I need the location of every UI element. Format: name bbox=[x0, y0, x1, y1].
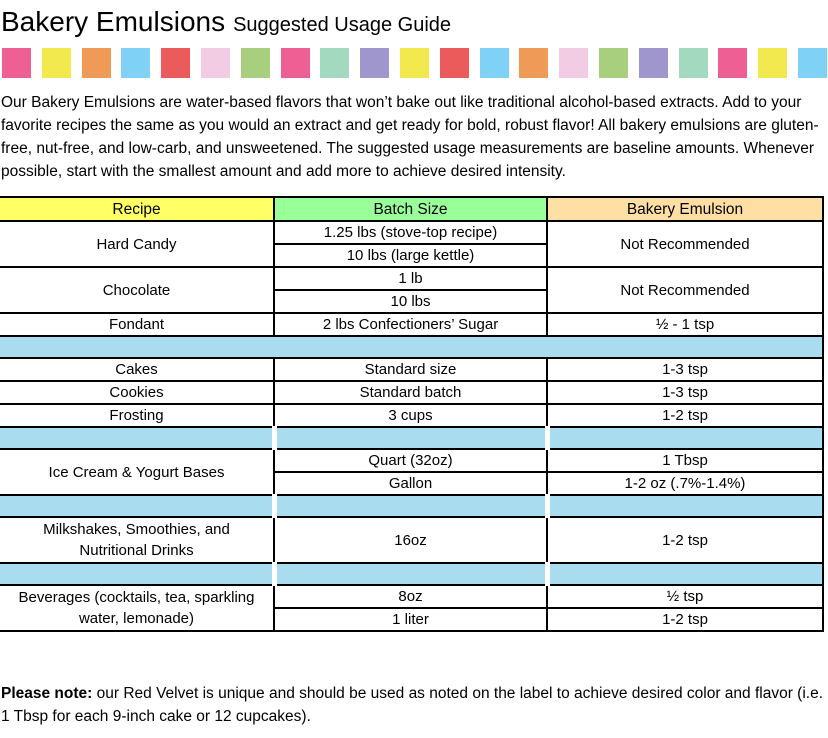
fondant-emulsion-cell: ½ - 1 tsp bbox=[546, 312, 824, 337]
table-row: Chocolate 1 lb Not Recommended bbox=[0, 266, 824, 314]
header-recipe: Recipe bbox=[0, 196, 275, 222]
ice-cream-emulsion2-cell: 1-2 oz (.7%-1.4%) bbox=[546, 471, 824, 496]
spacer-cell bbox=[544, 562, 824, 586]
ice-cream-recipe-cell: Ice Cream & Yogurt Bases bbox=[0, 448, 275, 496]
hard-candy-batch1-cell: 1.25 lbs (stove-top recipe) bbox=[273, 220, 548, 245]
intro-paragraph: Our Bakery Emulsions are water-based fla… bbox=[1, 94, 819, 180]
color-swatch bbox=[758, 48, 788, 78]
fondant-batch-cell: 2 lbs Confectioners’ Sugar bbox=[273, 312, 548, 337]
color-swatch bbox=[598, 48, 628, 78]
hard-candy-emulsion-cell: Not Recommended bbox=[546, 220, 824, 268]
header-bakery-emulsion: Bakery Emulsion bbox=[546, 196, 824, 222]
spacer-row bbox=[0, 494, 824, 518]
cakes-emulsion-cell: 1-3 tsp bbox=[546, 357, 824, 382]
color-swatch bbox=[200, 48, 230, 78]
frosting-batch-cell: 3 cups bbox=[273, 403, 548, 428]
spacer-cell bbox=[544, 494, 824, 518]
cakes-recipe-cell: Cakes bbox=[0, 357, 275, 382]
color-swatch bbox=[797, 48, 827, 78]
table-header-row: Recipe Batch Size Bakery Emulsion bbox=[0, 196, 824, 222]
ice-cream-batch2-cell: Gallon bbox=[274, 471, 548, 496]
title-subtitle: Suggested Usage Guide bbox=[233, 14, 452, 36]
spacer-cell bbox=[0, 562, 275, 586]
color-swatch bbox=[519, 48, 549, 78]
color-swatch bbox=[81, 48, 111, 78]
chocolate-batch2-cell: 10 lbs bbox=[274, 289, 548, 314]
milkshakes-batch-cell: 16oz bbox=[273, 516, 548, 564]
color-swatch bbox=[2, 48, 31, 78]
cookies-emulsion-cell: 1-3 tsp bbox=[546, 380, 824, 405]
spacer-cell bbox=[271, 494, 548, 518]
ice-cream-emulsion1-cell: 1 Tbsp bbox=[546, 448, 824, 473]
color-swatch bbox=[41, 48, 71, 78]
color-swatch bbox=[320, 48, 350, 78]
footer-note: Please note: our Red Velvet is unique an… bbox=[1, 682, 825, 728]
color-swatch bbox=[479, 48, 509, 78]
beverages-emulsion2-cell: 1-2 tsp bbox=[546, 607, 824, 632]
table-row: Gallon 1-2 oz (.7%-1.4%) bbox=[0, 471, 824, 496]
color-swatch-strip bbox=[2, 48, 827, 78]
table-row: Cakes Standard size 1-3 tsp bbox=[0, 357, 824, 382]
fondant-recipe-cell: Fondant bbox=[0, 312, 275, 337]
table-row: Frosting 3 cups 1-2 tsp bbox=[0, 403, 824, 428]
table-row: Beverages (cocktails, tea, sparkling wat… bbox=[0, 584, 824, 632]
spacer-cell bbox=[271, 562, 548, 586]
color-swatch bbox=[240, 48, 270, 78]
spacer-cell bbox=[271, 426, 548, 450]
spacer-cell bbox=[0, 335, 824, 359]
color-swatch bbox=[161, 48, 191, 78]
spacer-cell bbox=[544, 426, 824, 450]
table-row: Hard Candy 1.25 lbs (stove-top recipe) N… bbox=[0, 220, 824, 268]
spacer-cell bbox=[0, 494, 275, 518]
footer-note-label: Please note: bbox=[1, 685, 93, 702]
hard-candy-batch2-cell: 10 lbs (large kettle) bbox=[274, 243, 548, 268]
color-swatch bbox=[678, 48, 708, 78]
cookies-batch-cell: Standard batch bbox=[273, 380, 548, 405]
beverages-emulsion1-cell: ½ tsp bbox=[546, 584, 824, 609]
color-swatch bbox=[718, 48, 748, 78]
table-row: 10 lbs (large kettle) bbox=[0, 243, 823, 268]
chocolate-batch1-cell: 1 lb bbox=[273, 266, 548, 291]
page-title: Bakery Emulsions Suggested Usage Guide bbox=[0, 0, 828, 38]
color-swatch bbox=[439, 48, 469, 78]
color-swatch bbox=[360, 48, 390, 78]
hard-candy-recipe-cell: Hard Candy bbox=[0, 220, 275, 268]
frosting-recipe-cell: Frosting bbox=[0, 403, 275, 428]
table-row: Fondant 2 lbs Confectioners’ Sugar ½ - 1… bbox=[0, 312, 824, 337]
table-row: 1 liter 1-2 tsp bbox=[0, 607, 824, 632]
spacer-row bbox=[0, 335, 824, 359]
beverages-batch2-cell: 1 liter bbox=[274, 607, 548, 632]
spacer-cell bbox=[0, 426, 275, 450]
milkshakes-emulsion-cell: 1-2 tsp bbox=[546, 516, 824, 564]
usage-guide-table: Recipe Batch Size Bakery Emulsion Hard C… bbox=[0, 196, 824, 632]
table-row: Ice Cream & Yogurt Bases Quart (32oz) 1 … bbox=[0, 448, 824, 496]
chocolate-emulsion-cell: Not Recommended bbox=[546, 266, 824, 314]
color-swatch bbox=[399, 48, 429, 78]
spacer-row bbox=[0, 426, 824, 450]
color-swatch bbox=[121, 48, 151, 78]
table-row: Milkshakes, Smoothies, and Nutritional D… bbox=[0, 516, 824, 564]
color-swatch bbox=[559, 48, 589, 78]
beverages-batch1-cell: 8oz bbox=[273, 584, 548, 609]
table-row: 10 lbs bbox=[0, 289, 823, 314]
header-batch-size: Batch Size bbox=[273, 196, 548, 222]
footer-note-text: our Red Velvet is unique and should be u… bbox=[1, 685, 824, 725]
beverages-recipe-cell: Beverages (cocktails, tea, sparkling wat… bbox=[0, 584, 275, 632]
color-swatch bbox=[638, 48, 668, 78]
title-main: Bakery Emulsions bbox=[1, 6, 226, 37]
color-swatch bbox=[280, 48, 310, 78]
table-row: Cookies Standard batch 1-3 tsp bbox=[0, 380, 824, 405]
frosting-emulsion-cell: 1-2 tsp bbox=[546, 403, 824, 428]
cakes-batch-cell: Standard size bbox=[273, 357, 548, 382]
ice-cream-batch1-cell: Quart (32oz) bbox=[273, 448, 548, 473]
spacer-row bbox=[0, 562, 824, 586]
cookies-recipe-cell: Cookies bbox=[0, 380, 275, 405]
milkshakes-recipe-cell: Milkshakes, Smoothies, and Nutritional D… bbox=[0, 516, 275, 564]
chocolate-recipe-cell: Chocolate bbox=[0, 266, 275, 314]
